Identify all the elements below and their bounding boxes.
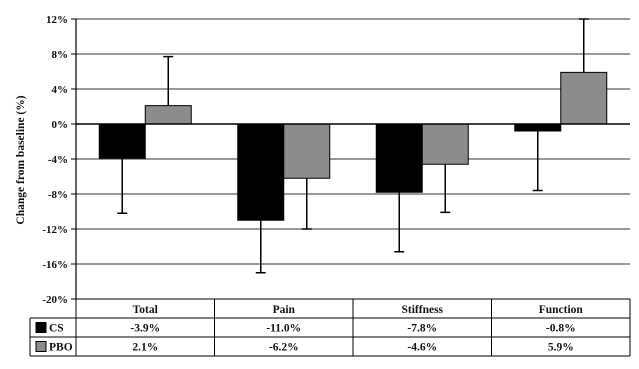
data-label: -4.6% — [407, 342, 437, 354]
bar-pbo-stiffness — [421, 123, 469, 165]
error-bar-layer — [117, 18, 589, 274]
y-tick-label: -8% — [48, 189, 68, 201]
bar-cs-total — [98, 123, 146, 159]
y-tick-label: -4% — [48, 154, 68, 166]
y-tick-label: -20% — [42, 294, 68, 306]
y-tick-label: -16% — [42, 259, 68, 271]
legend-swatch-pbo — [35, 341, 47, 352]
x-category-label: Stiffness — [401, 304, 443, 316]
bar-pbo-pain — [283, 123, 331, 179]
y-tick-label: 0% — [52, 119, 69, 131]
axis-layer: 12% 8% 4% 0% -4% -8% -12% -16% -20% — [42, 14, 630, 306]
x-category-label: Function — [539, 304, 584, 316]
data-label: 2.1% — [132, 342, 158, 354]
bar-pbo-function — [560, 71, 608, 125]
y-tick-label: 8% — [52, 49, 69, 61]
x-category-label: Total — [133, 304, 158, 316]
legend-swatch-cs — [35, 322, 47, 333]
y-tick-label: 4% — [52, 84, 69, 96]
data-label: 5.9% — [548, 342, 574, 354]
bar-cs-stiffness — [375, 123, 423, 193]
data-label: -3.9% — [130, 323, 160, 335]
data-table: Total Pain Stiffness Function CS -3.9% -11.0% -… — [29, 298, 631, 357]
legend-label-cs: CS — [49, 323, 64, 335]
y-tick-label: -12% — [42, 224, 68, 236]
data-label: -7.8% — [407, 323, 437, 335]
y-axis-label: Change from baseline (%) — [15, 95, 27, 224]
bar-pbo-total — [144, 105, 192, 125]
data-label: -11.0% — [266, 323, 301, 335]
grid-layer — [76, 18, 630, 300]
legend-label-pbo: PBO — [49, 342, 73, 354]
bar-layer — [98, 71, 608, 221]
x-category-label: Pain — [273, 304, 296, 316]
data-label: -0.8% — [546, 323, 576, 335]
bar-cs-function — [514, 123, 562, 132]
bar-cs-pain — [237, 123, 285, 221]
y-tick-label: 12% — [46, 14, 68, 26]
data-label: -6.2% — [269, 342, 299, 354]
